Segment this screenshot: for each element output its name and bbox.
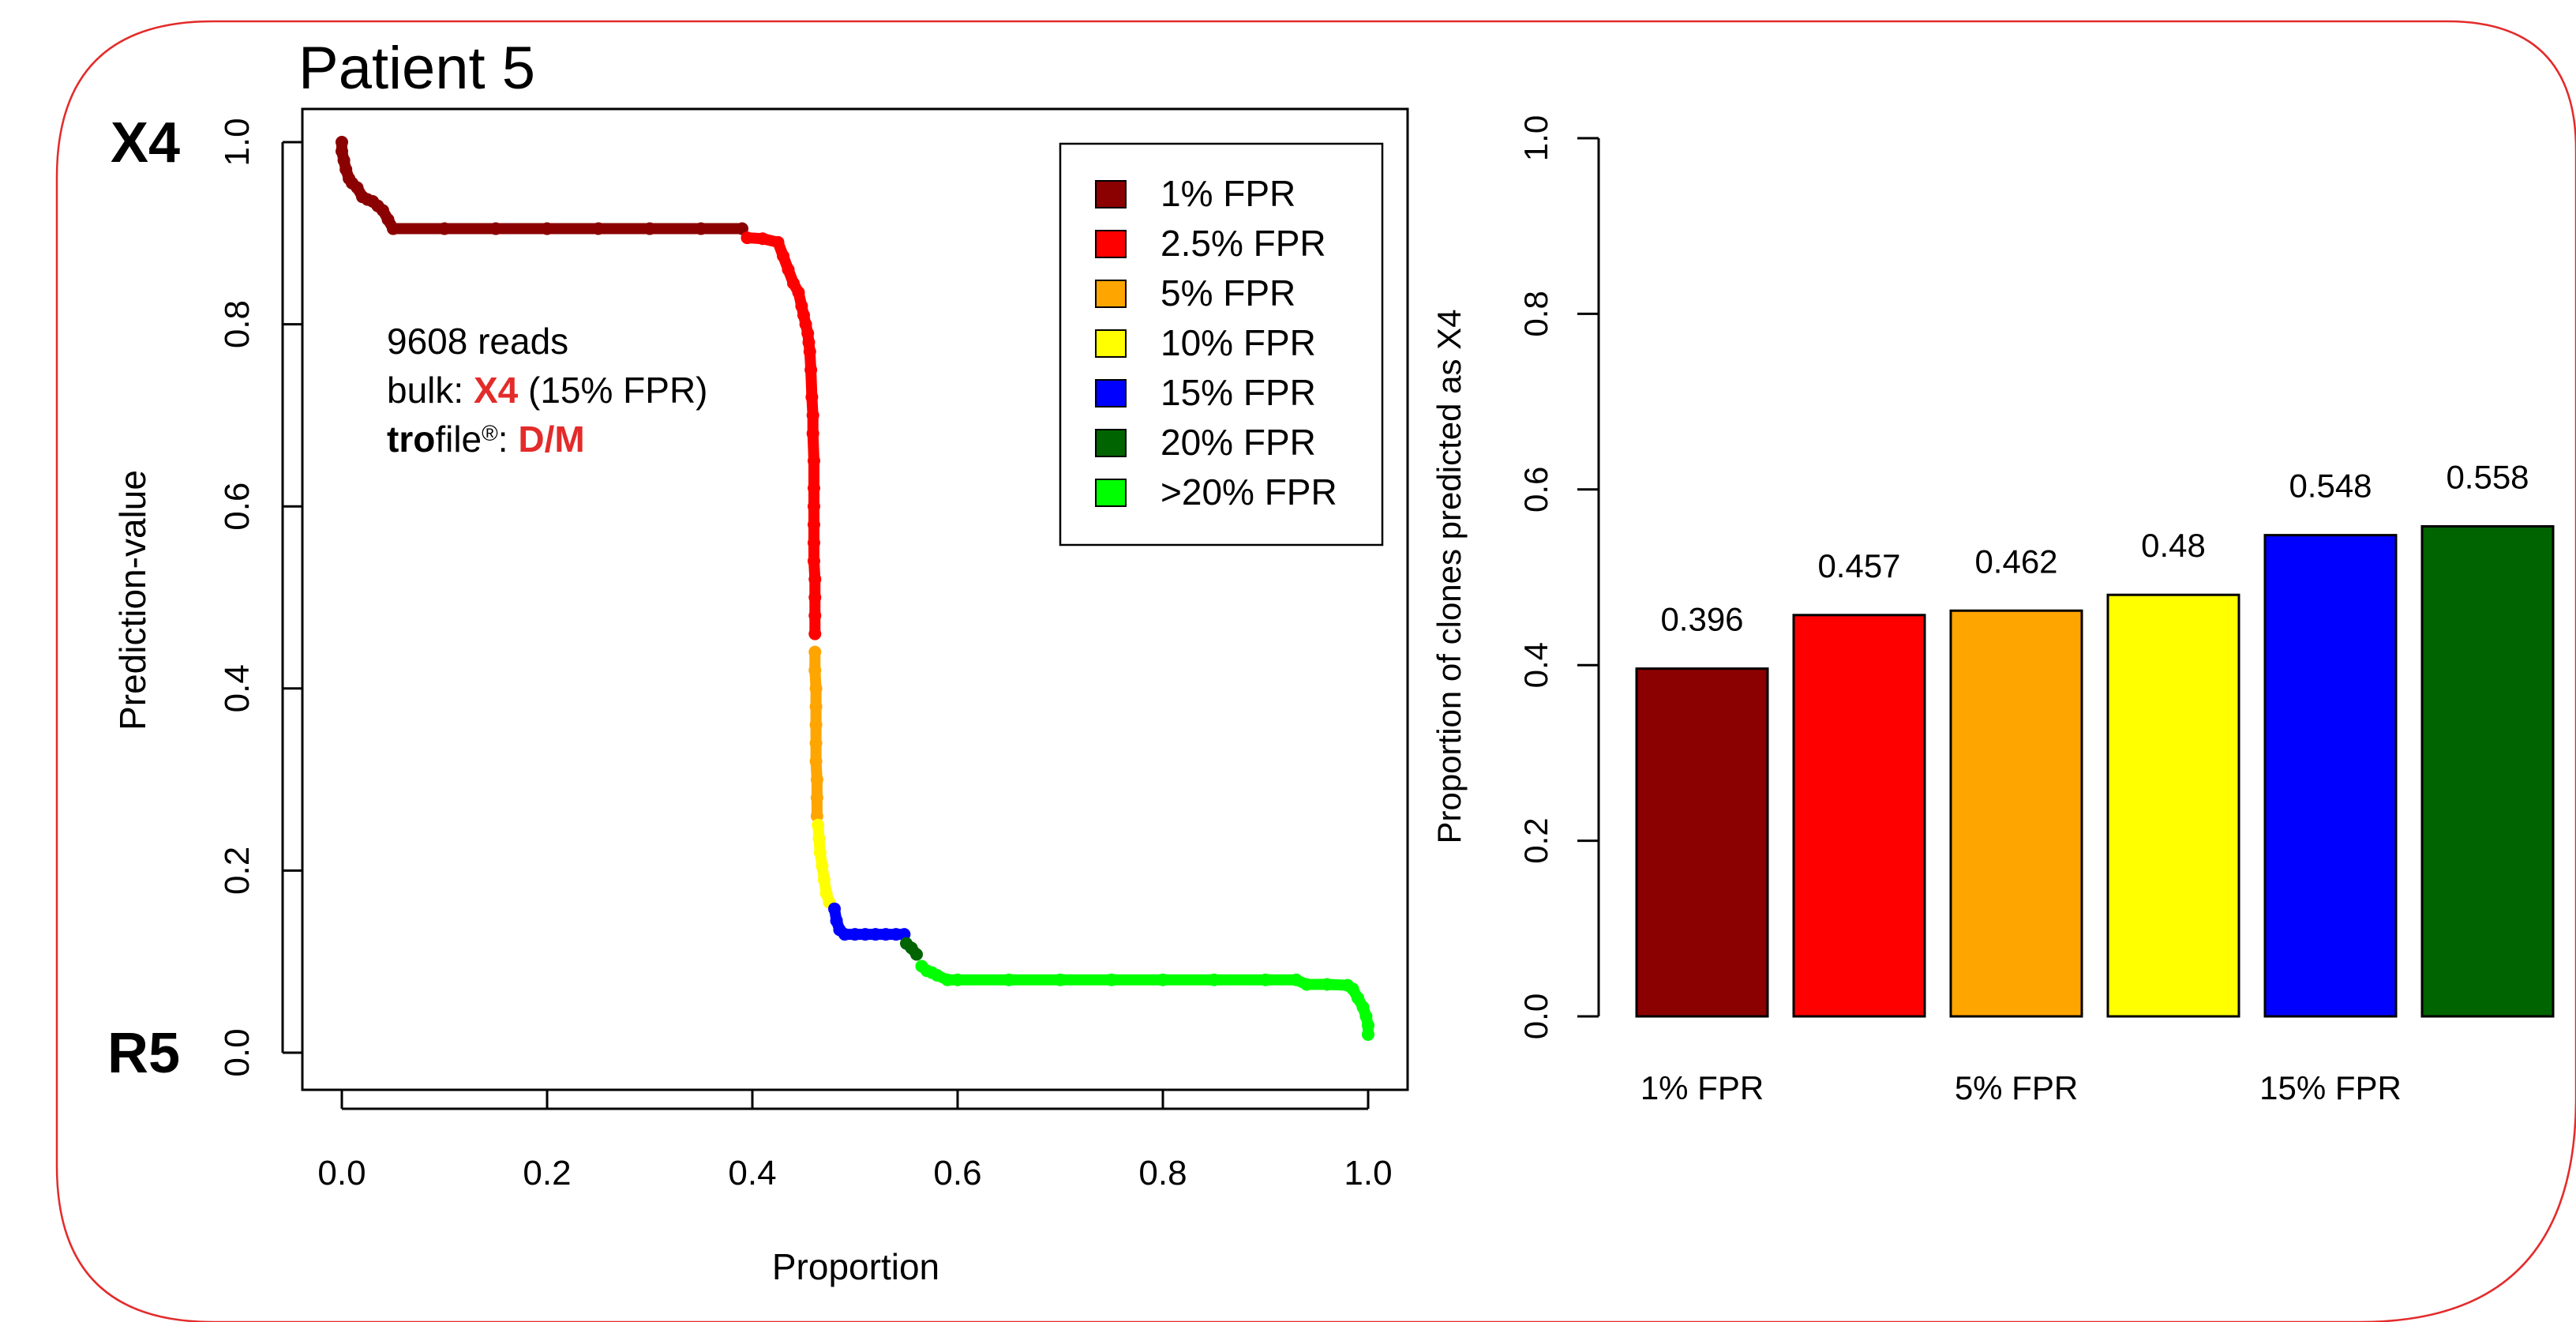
bar-value-label: 0.548	[2289, 468, 2372, 505]
bulk-value: X4	[474, 370, 519, 411]
x-axis: 0.0 0.2 0.4 0.6 0.8 1.0	[317, 1090, 1393, 1192]
series-5	[900, 937, 923, 961]
legend-swatch	[1095, 230, 1127, 258]
y-axis-label: Prediction-value	[112, 470, 153, 730]
reads-count: 9608 reads	[387, 321, 568, 362]
legend-swatch	[1095, 280, 1127, 308]
annotation-block: 9608 reads bulk: X4 (15% FPR) trofile®: …	[387, 321, 707, 460]
y-tick-label: 1.0	[218, 118, 257, 166]
bar-value-label: 0.558	[2446, 459, 2529, 496]
bulk-prefix: bulk:	[387, 370, 474, 411]
legend-label: 2.5% FPR	[1161, 223, 1326, 264]
bar-value-label: 0.396	[1660, 601, 1743, 638]
bulk-line: bulk: X4 (15% FPR)	[387, 370, 707, 411]
series-0	[336, 136, 748, 235]
y-tick-label: 0.0	[218, 1028, 257, 1076]
x-tick-label: 0.8	[1138, 1154, 1187, 1192]
bar	[2106, 593, 2240, 1018]
x-tick-label: 1.0	[1344, 1154, 1392, 1192]
chart-title: Patient 5	[298, 35, 535, 102]
legend-label: 10% FPR	[1161, 322, 1316, 363]
x-tick-label: 0.0	[317, 1154, 366, 1192]
series-1	[741, 231, 822, 640]
legend-swatch	[1095, 429, 1127, 457]
trofile-bold: tro	[387, 419, 435, 460]
y-bottom-label-r5: R5	[107, 1022, 180, 1085]
scatter-points	[336, 136, 1374, 1041]
bar	[1949, 609, 2083, 1018]
bar-category-label: 1% FPR	[1640, 1069, 1764, 1106]
legend-label: 20% FPR	[1161, 422, 1316, 463]
legend-label: 5% FPR	[1161, 272, 1295, 314]
bar-y-tick-label: 0.8	[1517, 291, 1554, 336]
data-point	[1362, 1027, 1374, 1041]
x-tick-label: 0.4	[728, 1154, 776, 1192]
bar-y-tick-label: 0.0	[1517, 993, 1554, 1039]
data-point	[808, 627, 822, 640]
trofile-line: trofile®: D/M	[387, 419, 585, 460]
trofile-rest: file	[435, 419, 482, 460]
legend-swatch	[1095, 329, 1127, 358]
bars	[1635, 525, 2555, 1018]
bar-category-label: 15% FPR	[2259, 1069, 2402, 1106]
bar-value-label: 0.462	[1974, 543, 2057, 580]
bar-y-tick-label: 1.0	[1517, 115, 1554, 161]
bar-y-axis-label: Proportion of clones predicted as X4	[1430, 309, 1468, 843]
y-tick-label: 0.2	[218, 847, 257, 895]
bar	[2263, 534, 2398, 1018]
legend-entries: 1% FPR 2.5% FPR 5% FPR 10% FPR 15% FPR 20% FP…	[1095, 173, 1337, 513]
bar	[1635, 667, 1769, 1018]
plot-frame	[301, 107, 1409, 1091]
y-top-label-x4: X4	[111, 111, 180, 175]
bar-y-tick-label: 0.4	[1517, 642, 1554, 688]
bar	[2420, 525, 2555, 1018]
y-tick-label: 0.4	[218, 664, 257, 712]
legend-label: 1% FPR	[1161, 173, 1295, 214]
y-axis: 0.0 0.2 0.4 0.6 0.8 1.0	[218, 118, 302, 1077]
bar-category-label: 5% FPR	[1955, 1069, 2078, 1106]
scatter-chart: Patient 5 0.0 0.2 0.4 0.6 0.8 1.0 0.00.20.40.…	[107, 35, 1409, 1287]
x-tick-label: 0.6	[933, 1154, 981, 1192]
bar-y-tick-label: 0.2	[1517, 817, 1554, 863]
trofile-value: D/M	[518, 419, 584, 460]
x-axis-label: Proportion	[772, 1246, 939, 1287]
legend-swatch	[1095, 379, 1127, 407]
data-point	[910, 948, 923, 961]
bar-y-axis: 0.0 0.2 0.4 0.6 0.8 1.0	[1517, 115, 1600, 1039]
series-3	[812, 818, 836, 909]
series-2	[808, 645, 823, 823]
series-4	[828, 902, 911, 941]
bar-y-tick-label: 0.6	[1517, 467, 1554, 513]
bar-value-label: 0.48	[2141, 527, 2206, 564]
bar	[1792, 614, 1926, 1018]
trofile-registered: ®	[482, 421, 498, 445]
trofile-colon: :	[498, 419, 519, 460]
legend-swatch	[1095, 180, 1127, 208]
bulk-suffix: (15% FPR)	[518, 370, 707, 411]
y-tick-label: 0.8	[218, 300, 257, 348]
bar-value-labels: 0.396 0.457 0.462 0.48 0.548 0.558	[1660, 459, 2529, 638]
legend-label: 15% FPR	[1161, 372, 1316, 413]
series-6	[915, 960, 1374, 1041]
bar-value-label: 0.457	[1817, 547, 1900, 584]
legend-swatch	[1095, 479, 1127, 507]
bar-chart: 0.0 0.2 0.4 0.6 0.8 1.0 Proportion of clones …	[1430, 115, 2555, 1106]
x-tick-label: 0.2	[523, 1154, 571, 1192]
bar-category-labels: 1% FPR 5% FPR 15% FPR	[1640, 1069, 2402, 1106]
legend: 1% FPR 2.5% FPR 5% FPR 10% FPR 15% FPR 20% FP…	[1059, 142, 1384, 546]
legend-label: >20% FPR	[1161, 471, 1337, 513]
y-tick-label: 0.6	[218, 483, 257, 531]
